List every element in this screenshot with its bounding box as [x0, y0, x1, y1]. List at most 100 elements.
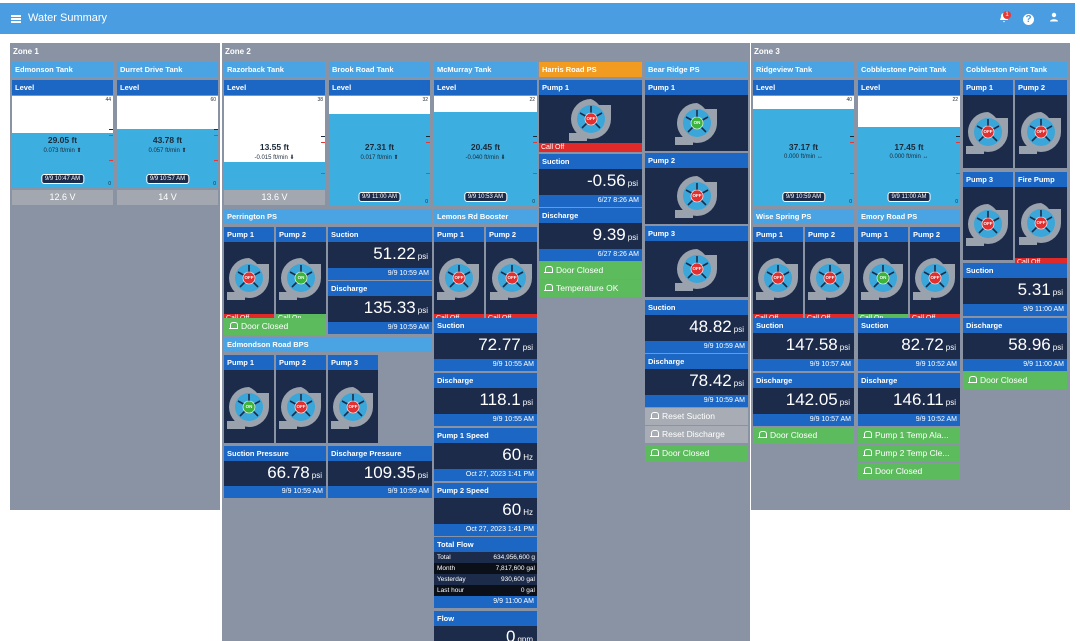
- tank-max-tick: 60: [210, 97, 216, 103]
- tank-level-gauge: 40 0 37.17 ft 0.000 ft/min ↔ 9/9 10:59 AM: [753, 96, 854, 206]
- harris-suction-unit: psi: [627, 179, 638, 188]
- tank-level-gauge: 22 0 20.45 ft -0.040 ft/min ⬇ 9/9 10:53 AM: [434, 96, 537, 206]
- cobbleston-pump-1-graphic[interactable]: OFF: [963, 95, 1013, 168]
- cobbleston-pump-3-graphic[interactable]: OFF: [963, 187, 1013, 260]
- lemons-discharge-label: Discharge: [434, 373, 537, 388]
- pump-icon: [277, 254, 325, 302]
- harris-discharge-value-wrap: 9.39 psi: [593, 225, 638, 245]
- emory-pump-2-temp-alarm-text: Pump 2 Temp Cle...: [875, 448, 950, 458]
- tank-timestamp: 9/9 10:57 AM: [145, 174, 190, 184]
- bear-ridge-discharge-unit: psi: [733, 379, 744, 388]
- harris-suction-value: -0.56: [587, 171, 626, 190]
- edmondson-pump-1-graphic[interactable]: ON: [224, 370, 274, 443]
- menu-icon[interactable]: [11, 15, 21, 23]
- wise-spring-title: Wise Spring PS: [753, 209, 854, 224]
- perrington-suction-label: Suction: [328, 227, 432, 242]
- pump-state-text: OFF: [930, 275, 940, 280]
- emory-door-alarm: Door Closed: [858, 463, 960, 480]
- durret-voltage: 14 V: [117, 190, 218, 205]
- harris-pump-1-graphic[interactable]: OFF: [539, 95, 642, 143]
- lemons-discharge-value-wrap: 118.1 psi: [479, 390, 533, 410]
- wise-spring-pump-1-graphic[interactable]: OFF: [753, 242, 803, 314]
- help-icon[interactable]: ?: [1023, 14, 1034, 25]
- reset-suction-button[interactable]: Reset Suction: [645, 408, 748, 425]
- pump-state-text: ON: [879, 275, 887, 280]
- bear-ridge-pump-3-label: Pump 3: [645, 226, 748, 241]
- lemons-speed-1-unit: Hz: [523, 453, 533, 462]
- tank-max-tick: 32: [422, 97, 428, 103]
- setpoint-tick: [426, 136, 430, 137]
- wise-spring-discharge-panel: 142.05 psi: [753, 388, 854, 414]
- pump-state-text: OFF: [454, 275, 464, 280]
- account-icon[interactable]: [1047, 12, 1061, 26]
- perrington-suction-panel: 51.22 psi: [328, 242, 432, 268]
- tank-level-value: 13.55 ft: [259, 142, 290, 152]
- wise-spring-pump-2-graphic[interactable]: OFF: [805, 242, 854, 314]
- bear-ridge-pump-3-graphic[interactable]: OFF: [645, 241, 748, 297]
- bear-ridge-pump-2-graphic[interactable]: OFF: [645, 168, 748, 224]
- pump-icon: [1017, 108, 1065, 156]
- cobbleston-discharge-panel: 58.96 psi: [963, 333, 1067, 359]
- bear-ridge-pump-1-graphic[interactable]: ON: [645, 95, 748, 151]
- alarm-high-tick: [533, 142, 537, 143]
- total-flow-row: Last hour 0 gal: [434, 585, 537, 596]
- setpoint-tick: [533, 136, 537, 137]
- edmondson-suction-timestamp: 9/9 10:59 AM: [224, 486, 326, 498]
- cobbleston-fire-pump-label: Fire Pump: [1015, 172, 1067, 187]
- tank-level-label: Level: [224, 80, 325, 95]
- tank-level-rate: 0.073 ft/min ⬆: [43, 148, 82, 154]
- bell-icon: [758, 431, 767, 439]
- wise-spring-discharge-unit: psi: [839, 398, 850, 407]
- lemons-pump-2-graphic[interactable]: OFF: [486, 242, 537, 314]
- edmondson-discharge-label: Discharge Pressure: [328, 446, 432, 461]
- pump-state-text: OFF: [692, 266, 702, 271]
- pump-state-text: OFF: [507, 275, 517, 280]
- app-bar: Water Summary 1 ?: [0, 3, 1075, 34]
- harris-pump-1-label: Pump 1: [539, 80, 642, 95]
- cobbleston-pump-2-graphic[interactable]: OFF: [1015, 95, 1067, 168]
- emory-pump-2-temp-alarm: Pump 2 Temp Cle...: [858, 445, 960, 462]
- edmondson-pump-2-graphic[interactable]: OFF: [276, 370, 326, 443]
- tank-max-tick: 44: [105, 97, 111, 103]
- cobbleston-fire-pump-graphic[interactable]: OFF: [1015, 187, 1067, 258]
- pump-state-text: OFF: [244, 275, 254, 280]
- emory-pump-2-graphic[interactable]: OFF: [910, 242, 960, 314]
- wise-spring-suction-panel: 147.58 psi: [753, 333, 854, 359]
- pump-state-text: OFF: [983, 129, 993, 134]
- tank-level-label: Level: [434, 80, 537, 95]
- zone-1-label: Zone 1: [13, 47, 39, 56]
- perrington-discharge-label: Discharge: [328, 281, 432, 296]
- emory-pump-1-graphic[interactable]: ON: [858, 242, 908, 314]
- bell-icon: [863, 431, 872, 439]
- pump-icon: [859, 254, 907, 302]
- total-flow-timestamp: 9/9 11:00 AM: [434, 596, 537, 608]
- total-flow-table: Total 634,956,600 g Month 7,817,600 gal Yest…: [434, 552, 537, 596]
- perrington-pump-2-graphic[interactable]: ON: [276, 242, 326, 314]
- emory-suction-unit: psi: [945, 343, 956, 352]
- lemons-speed-1-value-wrap: 60 Hz: [502, 445, 533, 465]
- zone-2-label: Zone 2: [225, 47, 251, 56]
- reset-discharge-button[interactable]: Reset Discharge: [645, 426, 748, 443]
- bell-icon: [544, 284, 553, 292]
- perrington-pump-1-graphic[interactable]: OFF: [224, 242, 274, 314]
- total-flow-row: Total 634,956,600 g: [434, 552, 537, 563]
- lemons-flow-label: Flow: [434, 611, 537, 626]
- pump-icon: [567, 95, 615, 143]
- perrington-suction-timestamp: 9/9 10:59 AM: [328, 268, 432, 280]
- razorback-voltage: 13.6 V: [224, 190, 325, 205]
- page-title: Water Summary: [28, 12, 108, 24]
- cobbleston-ps-title: Cobbleston Point Tank: [963, 62, 1067, 77]
- pump-icon: [673, 245, 721, 293]
- tank-min-tick: 0: [532, 199, 535, 205]
- setpoint-tick: [850, 136, 854, 137]
- tank-level-gauge: 60 0 43.78 ft 0.057 ft/min ⬆ 9/9 10:57 AM: [117, 96, 218, 188]
- lemons-speed-1-label: Pump 1 Speed: [434, 428, 537, 443]
- tank-level-rate: 0.017 ft/min ⬆: [360, 155, 399, 161]
- edmondson-pump-3-graphic[interactable]: OFF: [328, 370, 378, 443]
- total-flow-row: Month 7,817,600 gal: [434, 563, 537, 574]
- wise-spring-discharge-value: 142.05: [785, 390, 838, 409]
- bear-ridge-suction-value-wrap: 48.82 psi: [689, 317, 744, 337]
- lemons-pump-1-graphic[interactable]: OFF: [434, 242, 484, 314]
- wise-spring-suction-label: Suction: [753, 318, 854, 333]
- edmondson-discharge-panel: 109.35 psi: [328, 461, 432, 486]
